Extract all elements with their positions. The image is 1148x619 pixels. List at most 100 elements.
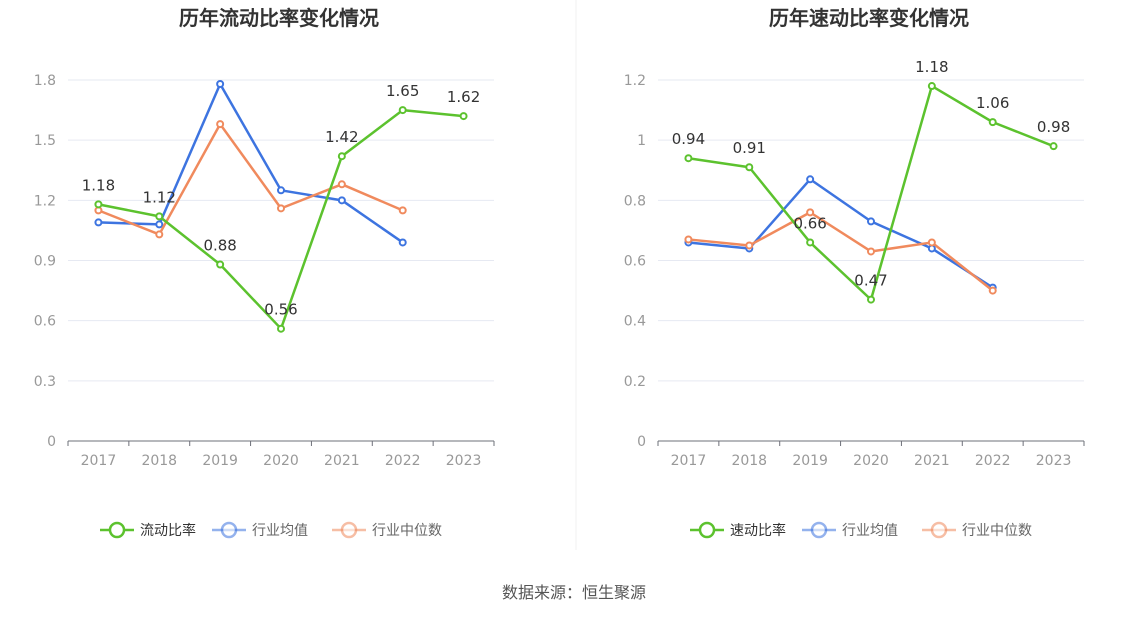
chart-title: 历年流动比率变化情况 [179, 6, 379, 30]
data-point [806, 238, 815, 247]
y-tick-label: 0 [637, 434, 646, 450]
data-point [927, 238, 936, 247]
data-point [867, 247, 875, 256]
series-line [98, 82, 404, 244]
y-tick-label: 1.2 [624, 73, 646, 89]
data-point [806, 175, 815, 184]
x-tick-label: 2019 [792, 453, 828, 469]
data-point [337, 196, 346, 205]
quick-ratio-chart: 历年速动比率变化情况 0 0.2 0.4 0.6 0.8 1 1.2 2017 2018 2019… [624, 6, 1085, 539]
x-tick-label: 2020 [263, 453, 299, 469]
data-point [277, 204, 285, 213]
legend-label: 行业均值 [252, 523, 308, 539]
data-point [988, 118, 997, 127]
x-tick-label: 2018 [731, 453, 767, 469]
data-point [94, 200, 103, 209]
data-label: 1.18 [915, 58, 948, 76]
legend-label: 速动比率 [730, 522, 786, 539]
data-point [155, 230, 164, 239]
y-tick-label: 1.5 [34, 133, 56, 149]
y-tick-label: 0.3 [34, 374, 56, 390]
x-tick-label: 2020 [853, 453, 889, 469]
series-line [688, 211, 994, 292]
y-tick-label: 0.8 [624, 193, 646, 209]
data-point [216, 260, 225, 269]
x-tick-label: 2017 [81, 453, 117, 469]
data-label: 0.94 [672, 130, 705, 148]
legend-label: 行业中位数 [372, 523, 442, 539]
data-point [684, 154, 693, 163]
data-point [337, 180, 346, 189]
x-tick-label: 2018 [141, 453, 177, 469]
data-point [988, 286, 997, 295]
data-point [216, 120, 225, 129]
data-label: 0.88 [203, 237, 236, 255]
data-label: 0.47 [854, 272, 887, 290]
y-tick-label: 0.2 [624, 374, 646, 390]
data-point [277, 324, 285, 333]
legend-marker [698, 521, 716, 539]
x-tick-label: 2023 [1036, 453, 1072, 469]
data-label: 0.91 [733, 139, 766, 157]
x-tick-label: 2021 [324, 453, 360, 469]
data-point [398, 206, 407, 215]
data-source: 数据来源：恒生聚源 [502, 583, 646, 602]
y-tick-label: 1.2 [34, 193, 56, 209]
x-tick-label: 2022 [385, 453, 421, 469]
data-point [216, 80, 225, 89]
legend-item[interactable]: 行业中位数 [332, 521, 442, 539]
legend-item[interactable]: 速动比率 [690, 521, 786, 539]
data-point [398, 106, 407, 115]
legend-item[interactable]: 流动比率 [100, 521, 196, 539]
data-point [927, 82, 936, 91]
x-tick-label: 2017 [671, 453, 707, 469]
series-line [688, 84, 1055, 301]
y-tick-label: 0 [47, 434, 56, 450]
data-point [806, 208, 815, 217]
y-tick-label: 0.4 [624, 314, 646, 330]
legend-label: 流动比率 [140, 522, 196, 539]
data-label: 1.12 [143, 188, 176, 206]
data-point [337, 152, 346, 161]
legend-marker [340, 521, 358, 539]
data-point [94, 218, 103, 227]
data-label: 1.65 [386, 82, 419, 100]
y-tick-label: 1.8 [34, 73, 56, 89]
series-line [688, 178, 994, 289]
legend-item[interactable]: 行业均值 [802, 521, 898, 539]
data-point [155, 220, 164, 229]
legend-item[interactable]: 行业中位数 [922, 521, 1032, 539]
legend-marker [930, 521, 948, 539]
current-ratio-chart: 历年流动比率变化情况 0 0.3 0.6 0.9 1.2 1.5 1.8 2017 2018 20… [34, 6, 495, 539]
y-tick-label: 0.6 [34, 314, 56, 330]
data-label: 1.42 [325, 128, 358, 146]
data-point [745, 163, 754, 172]
data-point [277, 186, 285, 195]
x-tick-label: 2021 [914, 453, 950, 469]
y-tick-label: 1 [637, 133, 646, 149]
legend-marker [810, 521, 828, 539]
data-label: 0.98 [1037, 118, 1070, 136]
data-label: 1.62 [447, 88, 480, 106]
x-tick-label: 2023 [446, 453, 482, 469]
data-label: 1.18 [82, 176, 115, 194]
data-point [684, 235, 693, 244]
data-label: 0.56 [264, 301, 297, 319]
data-label: 0.66 [793, 214, 826, 232]
data-point [745, 241, 754, 250]
legend-label: 行业中位数 [962, 523, 1032, 539]
legend-label: 行业均值 [842, 523, 898, 539]
y-tick-label: 0.6 [624, 254, 646, 270]
data-point [155, 212, 164, 221]
data-label: 1.06 [976, 94, 1009, 112]
legend-marker [108, 521, 126, 539]
legend-item[interactable]: 行业均值 [212, 521, 308, 539]
series-line [97, 122, 404, 236]
data-point [1049, 142, 1058, 151]
data-point [398, 238, 407, 247]
data-point [459, 112, 468, 121]
series-line [98, 108, 464, 330]
x-tick-label: 2022 [975, 453, 1011, 469]
x-tick-label: 2019 [202, 453, 238, 469]
